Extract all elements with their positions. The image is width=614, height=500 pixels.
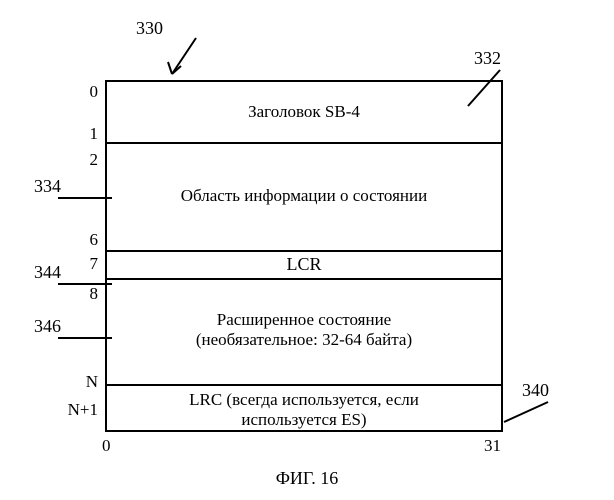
left-tick-6: N xyxy=(70,372,98,392)
left-tick-0: 0 xyxy=(70,82,98,102)
row-lrc: LRC (всегда используется, если xyxy=(107,390,501,410)
ref-346: 346 xyxy=(34,316,61,337)
divider-1 xyxy=(107,250,501,252)
left-tick-2: 2 xyxy=(70,150,98,170)
ref-340: 340 xyxy=(522,380,549,401)
ref-334: 334 xyxy=(34,176,61,197)
left-tick-5: 8 xyxy=(70,284,98,304)
figure-caption: ФИГ. 16 xyxy=(0,468,614,489)
ref-330: 330 xyxy=(136,18,163,39)
figure-canvas: Заголовок SB-4 Область информации о сост… xyxy=(0,0,614,500)
ref-344: 344 xyxy=(34,262,61,283)
divider-0 xyxy=(107,142,501,144)
row-header-sb4: Заголовок SB-4 xyxy=(107,102,501,122)
x-axis-start: 0 xyxy=(102,436,111,456)
row-extended-state: Расширенное состояние xyxy=(107,310,501,330)
divider-2 xyxy=(107,278,501,280)
data-structure-table: Заголовок SB-4 Область информации о сост… xyxy=(105,80,503,432)
left-tick-7: N+1 xyxy=(58,400,98,420)
row-lrc-sub: используется ES) xyxy=(107,410,501,430)
x-axis-end: 31 xyxy=(484,436,501,456)
ref-332: 332 xyxy=(474,48,501,69)
row-lcr: LCR xyxy=(107,254,501,276)
row-status-info: Область информации о состоянии xyxy=(107,186,501,206)
row-extended-state-sub: (необязательное: 32-64 байта) xyxy=(107,330,501,350)
left-tick-1: 1 xyxy=(70,124,98,144)
left-tick-4: 7 xyxy=(70,254,98,274)
left-tick-3: 6 xyxy=(70,230,98,250)
divider-3 xyxy=(107,384,501,386)
